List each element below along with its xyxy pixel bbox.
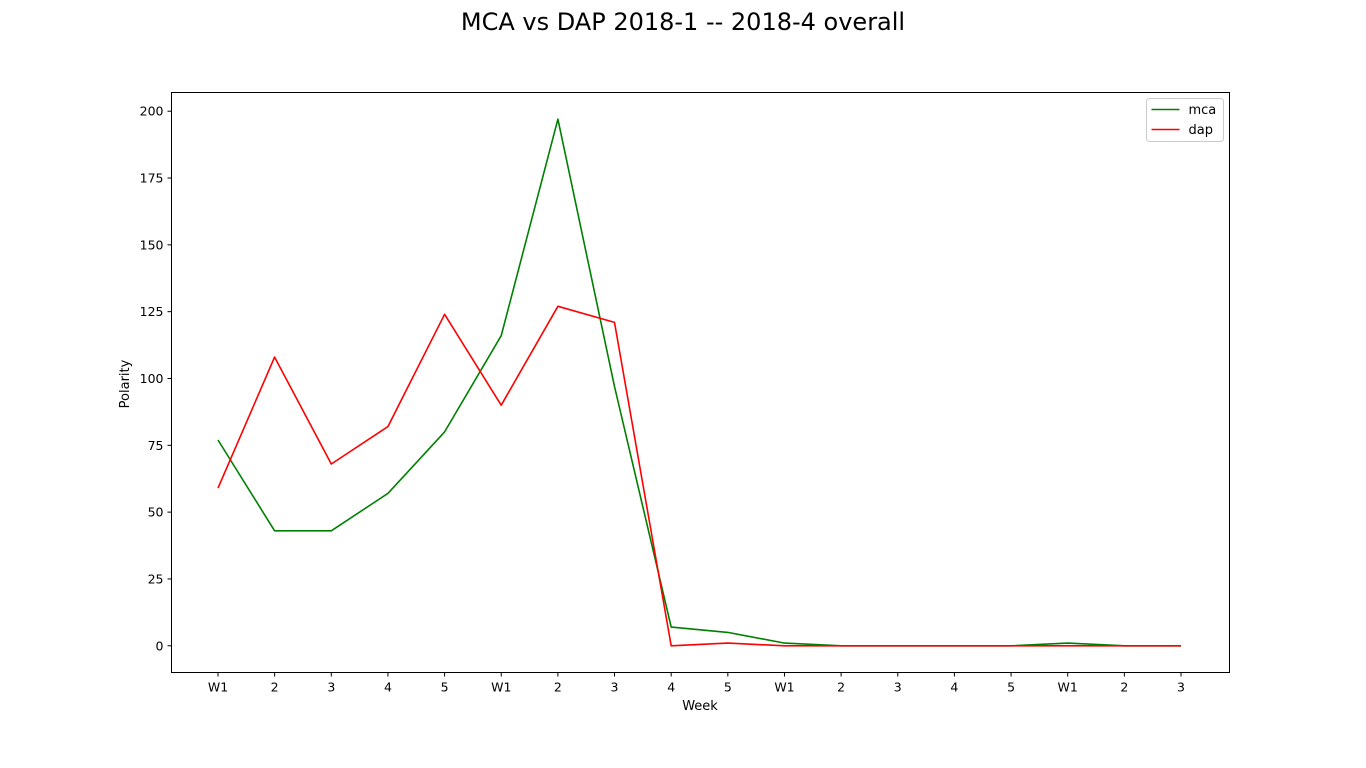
- x-tick-label: 4: [950, 680, 958, 695]
- x-tick-label: 5: [441, 680, 449, 695]
- y-tick-label: 75: [148, 438, 164, 453]
- x-tick-label: W1: [208, 680, 228, 695]
- y-tick-label: 175: [140, 171, 164, 186]
- x-tick-label: 2: [1120, 680, 1128, 695]
- y-tick-label: 125: [140, 304, 164, 319]
- series-line-dap: [217, 305, 1181, 647]
- y-tick-label: 200: [140, 104, 164, 119]
- x-tick-label: 5: [1007, 680, 1015, 695]
- series-line-mca: [217, 118, 1181, 647]
- x-tick-label: 3: [327, 680, 335, 695]
- y-tick-label: 150: [140, 237, 164, 252]
- x-tick-label: 4: [667, 680, 675, 695]
- x-tick-label: W1: [1058, 680, 1078, 695]
- plot-frame: [171, 92, 1230, 673]
- series-lines: [217, 118, 1181, 647]
- y-tick-label: 0: [156, 638, 164, 653]
- x-tick-label: W1: [491, 680, 511, 695]
- y-axis-label: Polarity: [118, 359, 133, 408]
- x-tick-label: 4: [384, 680, 392, 695]
- x-tick-label: 3: [1177, 680, 1185, 695]
- chart-title: MCA vs DAP 2018-1 -- 2018-4 overall: [460, 8, 906, 36]
- x-tick-label: 3: [611, 680, 619, 695]
- legend-label-dap: dap: [1189, 123, 1213, 138]
- y-tick-label: 25: [148, 571, 164, 586]
- legend-label-mca: mca: [1189, 103, 1217, 118]
- y-axis: 0 25 50 75 100 125 150 175 200: [140, 104, 172, 653]
- y-tick-label: 100: [140, 371, 164, 386]
- x-tick-label: W1: [774, 680, 794, 695]
- x-tick-label: 5: [724, 680, 732, 695]
- legend: mca dap: [1146, 98, 1224, 142]
- x-axis: W1 2 3 4 5 W1 2 3 4 5 W1 2 3 4 5 W1 2 3: [208, 672, 1185, 695]
- x-axis-label: Week: [682, 699, 718, 714]
- y-tick-label: 50: [148, 505, 164, 520]
- x-tick-label: 3: [894, 680, 902, 695]
- x-tick-label: 2: [554, 680, 562, 695]
- x-tick-label: 2: [837, 680, 845, 695]
- x-tick-label: 2: [271, 680, 279, 695]
